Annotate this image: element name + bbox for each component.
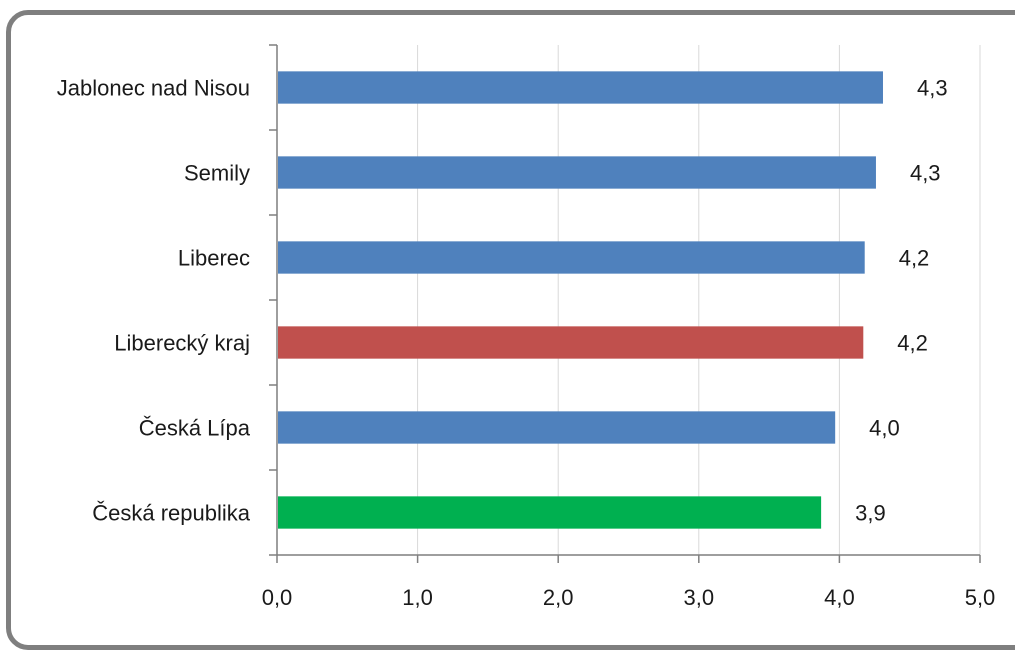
data-label: 4,0: [869, 416, 900, 441]
x-tick-label: 0,0: [262, 585, 293, 610]
bar: [278, 326, 864, 359]
category-label: Liberec: [178, 246, 250, 271]
data-label: 4,2: [897, 331, 928, 356]
category-label: Česká republika: [92, 501, 251, 526]
category-label: Liberecký kraj: [114, 331, 250, 356]
bar: [278, 241, 865, 274]
gridlines: [417, 45, 981, 555]
axes: [269, 44, 981, 563]
data-label: 4,2: [899, 246, 930, 271]
bar-chart: 0,0 1,0 2,0 3,0 4,0 5,0 Jablonec nad Nisou 4,3 S…: [57, 44, 996, 611]
bars: [278, 71, 883, 529]
x-tick-label: 1,0: [402, 585, 433, 610]
category-label: Česká Lípa: [139, 416, 251, 441]
bar: [278, 71, 883, 104]
labels: 0,0 1,0 2,0 3,0 4,0 5,0 Jablonec nad Nisou 4,3 S…: [57, 76, 996, 611]
bar: [278, 496, 822, 529]
x-tick-label: 5,0: [965, 585, 996, 610]
x-tick-label: 3,0: [684, 585, 715, 610]
x-tick-label: 4,0: [824, 585, 855, 610]
bar: [278, 156, 876, 189]
category-label: Semily: [184, 161, 250, 186]
category-label: Jablonec nad Nisou: [57, 76, 250, 101]
data-label: 4,3: [917, 76, 948, 101]
x-tick-label: 2,0: [543, 585, 574, 610]
data-label: 4,3: [910, 161, 941, 186]
data-label: 3,9: [855, 501, 886, 526]
bar: [278, 411, 836, 444]
